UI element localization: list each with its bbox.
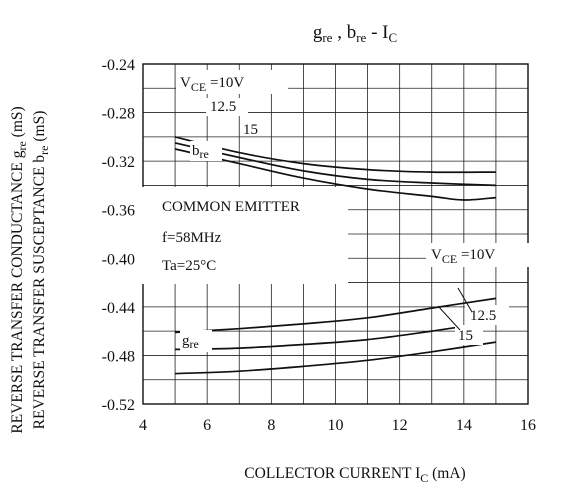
label-bg bbox=[455, 325, 483, 345]
series-label-b-15: 15 bbox=[243, 122, 258, 138]
x-tick-label: 10 bbox=[328, 417, 344, 434]
series-label-b-10v: VCE =10V bbox=[180, 75, 244, 94]
series-line-g-5 bbox=[174, 136, 496, 174]
y-tick-label: -0.24 bbox=[102, 57, 135, 74]
series-line-b-2 bbox=[175, 297, 497, 334]
label-bg bbox=[426, 243, 530, 267]
series-label-b-12-5: 12.5 bbox=[210, 99, 236, 115]
leader-15 bbox=[437, 305, 461, 331]
conditions-line-1: COMMON EMITTER bbox=[162, 199, 300, 215]
series-label-g-15: 15 bbox=[458, 328, 473, 344]
curve-layer bbox=[174, 136, 497, 375]
curve-group-label-b: bre bbox=[192, 143, 209, 161]
y-tick-label: -0.32 bbox=[102, 154, 135, 171]
y-tick-label: -0.48 bbox=[102, 348, 135, 365]
y-tick-label: -0.28 bbox=[102, 106, 135, 123]
series-line-g-3 bbox=[174, 148, 496, 201]
x-tick-label: 8 bbox=[267, 417, 275, 434]
label-bg bbox=[180, 330, 212, 352]
label-bg bbox=[206, 98, 248, 116]
y-tick-label: -0.44 bbox=[102, 300, 135, 317]
x-tick-label: 12 bbox=[392, 417, 408, 434]
x-tick-label: 16 bbox=[520, 417, 536, 434]
series-line-b-1 bbox=[175, 320, 497, 351]
y-tick-label: -0.40 bbox=[102, 251, 135, 268]
leader-12-5 bbox=[457, 287, 473, 313]
y-tick-label: -0.52 bbox=[102, 397, 135, 414]
chart-title: gre , bre - IC bbox=[313, 22, 397, 45]
conditions-line-2: f=58MHz bbox=[162, 230, 222, 246]
series-line-g-4 bbox=[174, 142, 496, 187]
series-line-b-0 bbox=[175, 341, 497, 375]
label-bg bbox=[190, 141, 222, 161]
conditions-line-3: Ta=25°C bbox=[162, 258, 216, 274]
conditions-panel bbox=[142, 187, 348, 284]
y-axis-label-1: REVERSE TRANSFER CONDUCTANCE gre (mS) bbox=[9, 106, 29, 433]
x-tick-label: 4 bbox=[139, 417, 147, 434]
x-tick-label: 6 bbox=[203, 417, 211, 434]
y-tick-label: -0.36 bbox=[102, 203, 135, 220]
label-bg bbox=[176, 70, 288, 94]
y-axis-label-2: REVERSE TRANSFER SUSCEPTANCE bre (mS) bbox=[31, 111, 51, 430]
x-axis-label: COLLECTOR CURRENT IC (mA) bbox=[244, 465, 465, 485]
series-label-g-12-5: 12.5 bbox=[470, 308, 496, 324]
tick-labels: 4 6 8 10 12 14 16 -0.52 -0.48 -0.44 -0.40 -0.36 -0.3… bbox=[102, 57, 536, 434]
x-tick-label: 14 bbox=[456, 417, 472, 434]
label-bg bbox=[465, 305, 509, 325]
series-label-g-10v: VCE =10V bbox=[431, 247, 495, 266]
curve-group-label-g: gre bbox=[182, 333, 199, 351]
